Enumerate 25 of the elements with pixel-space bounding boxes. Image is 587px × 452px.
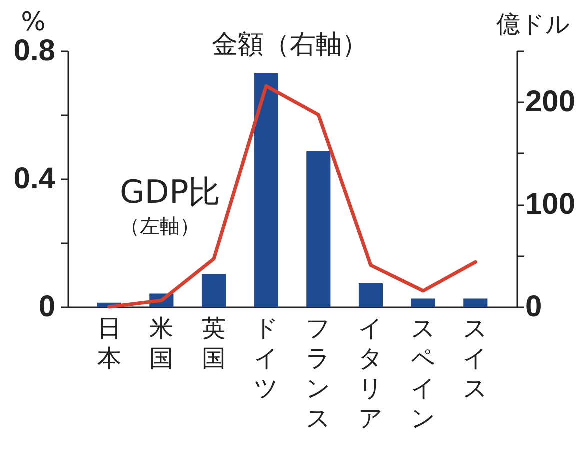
y-tick-label: 0.8 (14, 34, 56, 68)
bar (358, 283, 384, 307)
series-label: GDP比（左軸） (120, 173, 221, 238)
y2-tick-label: 200 (526, 86, 576, 119)
y2-tick-label: 100 (526, 188, 576, 222)
y2-axis-title: 億ドル (496, 10, 570, 38)
x-tick-label: 日本 (97, 314, 122, 372)
bar (306, 151, 331, 307)
line-series (108, 84, 478, 309)
y2-tick-label: 0 (526, 290, 542, 324)
y-tick-label: 0 (38, 290, 56, 324)
x-tick-label: イタリア (358, 314, 384, 432)
x-tick-label: 米国 (150, 314, 174, 372)
bar (464, 298, 488, 307)
y-tick-label: 0.4 (14, 162, 56, 196)
bar (254, 74, 278, 307)
x-tick-label: フランス (306, 314, 332, 432)
x-tick-label: スイス (463, 314, 488, 402)
bar (411, 298, 436, 307)
bar (202, 274, 226, 307)
x-tick-label: スペイン (410, 314, 436, 432)
series-label: 金額（右軸） (212, 30, 368, 60)
x-tick-label: 英国 (202, 314, 226, 372)
x-tick-label: ドイツ (254, 314, 279, 402)
y-axis-title: % (21, 8, 46, 38)
